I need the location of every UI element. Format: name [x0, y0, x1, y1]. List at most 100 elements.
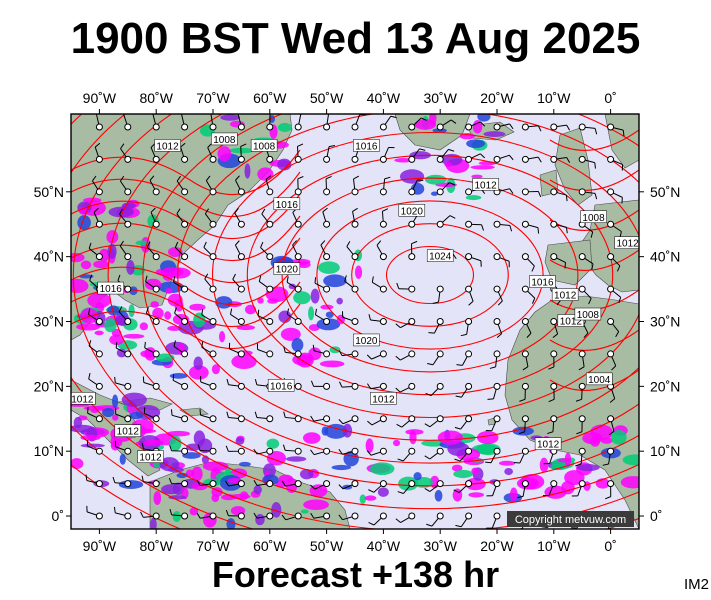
precip-cell — [155, 353, 175, 363]
isobar-label: 1012 — [114, 424, 142, 438]
wind-barb — [254, 411, 274, 423]
precip-cell — [71, 278, 89, 293]
wind-barb — [237, 114, 245, 131]
isobar-value: 1008 — [213, 135, 236, 146]
precip-cell — [582, 432, 603, 445]
wind-barb — [521, 253, 535, 272]
precip-cell — [191, 466, 203, 482]
isobar-value: 1012 — [617, 239, 640, 250]
precip-cell — [113, 439, 123, 447]
iberia — [544, 239, 593, 286]
wind-barb — [228, 342, 245, 358]
wind-barb — [379, 115, 397, 131]
precip-cell — [437, 430, 464, 445]
precip-cell — [557, 458, 571, 463]
precip-cell — [354, 265, 363, 279]
precip-cell — [83, 405, 104, 411]
wind-barb — [314, 277, 331, 293]
wind-barb — [571, 480, 586, 497]
precip-cell — [167, 293, 183, 307]
precip-cell — [319, 360, 345, 368]
precip-cell — [303, 499, 329, 511]
precip-cell — [102, 407, 115, 418]
wind-barb — [379, 146, 395, 163]
precip-cell — [293, 291, 311, 305]
wind-barb — [119, 240, 132, 261]
wind-barb — [310, 447, 331, 456]
precip-cell — [302, 432, 321, 444]
precip-cell — [186, 443, 201, 452]
wind-barb — [351, 114, 366, 131]
wind-barb — [351, 207, 359, 228]
lat-label-right: 0˚ — [650, 508, 662, 524]
wind-barb — [201, 341, 217, 358]
precip-cell — [235, 437, 245, 445]
precip-cell — [364, 495, 377, 501]
precip-cell — [167, 247, 183, 257]
precip-cell — [221, 494, 237, 501]
lon-label-top: 40˚W — [367, 90, 401, 106]
isobar-value: 1012 — [537, 440, 560, 451]
wind-barb — [607, 220, 622, 238]
precip-cell — [434, 489, 443, 502]
wind-barb — [209, 114, 217, 131]
wind-barb — [465, 253, 482, 267]
wind-barb — [395, 318, 416, 329]
isobar-label: 1012 — [154, 139, 181, 152]
wind-barb — [286, 308, 302, 325]
precip-cell — [71, 252, 85, 263]
wind-barb — [180, 142, 189, 163]
precip-cell — [189, 303, 206, 311]
wind-barb — [575, 382, 586, 402]
wind-barb — [550, 155, 571, 163]
wind-barb — [115, 408, 132, 423]
wind-barb — [493, 123, 514, 131]
wind-barb — [253, 447, 274, 455]
wind-barb — [338, 350, 359, 358]
wind-barb — [204, 273, 217, 293]
isobar-label: 1004 — [585, 372, 613, 386]
product-code: IM2 — [683, 576, 709, 593]
wind-barb — [432, 285, 444, 304]
precip-cell — [429, 475, 440, 489]
precip-cell — [271, 501, 282, 518]
wind-barb — [493, 253, 510, 268]
wind-barb — [428, 318, 444, 334]
precip-cell — [211, 364, 220, 375]
wind-barb — [436, 182, 456, 196]
isobar-line — [549, 329, 639, 351]
wind-barb — [266, 114, 274, 131]
wind-barb — [519, 382, 529, 402]
isobar-line — [549, 169, 639, 191]
wind-barb — [88, 340, 103, 358]
wind-barb — [172, 374, 189, 390]
precip-cell — [576, 464, 600, 472]
wind-barb — [578, 155, 596, 169]
precip-cell — [620, 476, 639, 489]
wind-barb — [176, 175, 189, 196]
wind-barb — [395, 382, 416, 393]
wind-barb — [578, 285, 592, 305]
precip-cell — [168, 495, 187, 500]
wind-barb — [521, 220, 540, 234]
wind-barb — [85, 474, 103, 488]
precip-cell — [144, 347, 157, 361]
wind-barb — [602, 447, 615, 466]
wind-barb — [173, 276, 189, 293]
precip-cell — [477, 430, 499, 445]
precip-cell — [288, 283, 296, 290]
precip-cell — [257, 167, 274, 181]
precip-cell — [465, 195, 482, 201]
precip-cell — [398, 476, 419, 491]
isobar-value: 1020 — [401, 206, 424, 217]
precip-cell — [87, 292, 112, 309]
precip-cell — [172, 510, 181, 523]
isobar-value: 1012 — [156, 141, 179, 152]
wind-barb — [424, 415, 444, 428]
wind-barb — [260, 241, 274, 261]
wind-barb — [576, 415, 586, 435]
wind-barb — [396, 415, 416, 428]
wind-barb — [310, 415, 331, 423]
precip-cell — [104, 318, 117, 333]
precip-cell — [470, 165, 495, 170]
